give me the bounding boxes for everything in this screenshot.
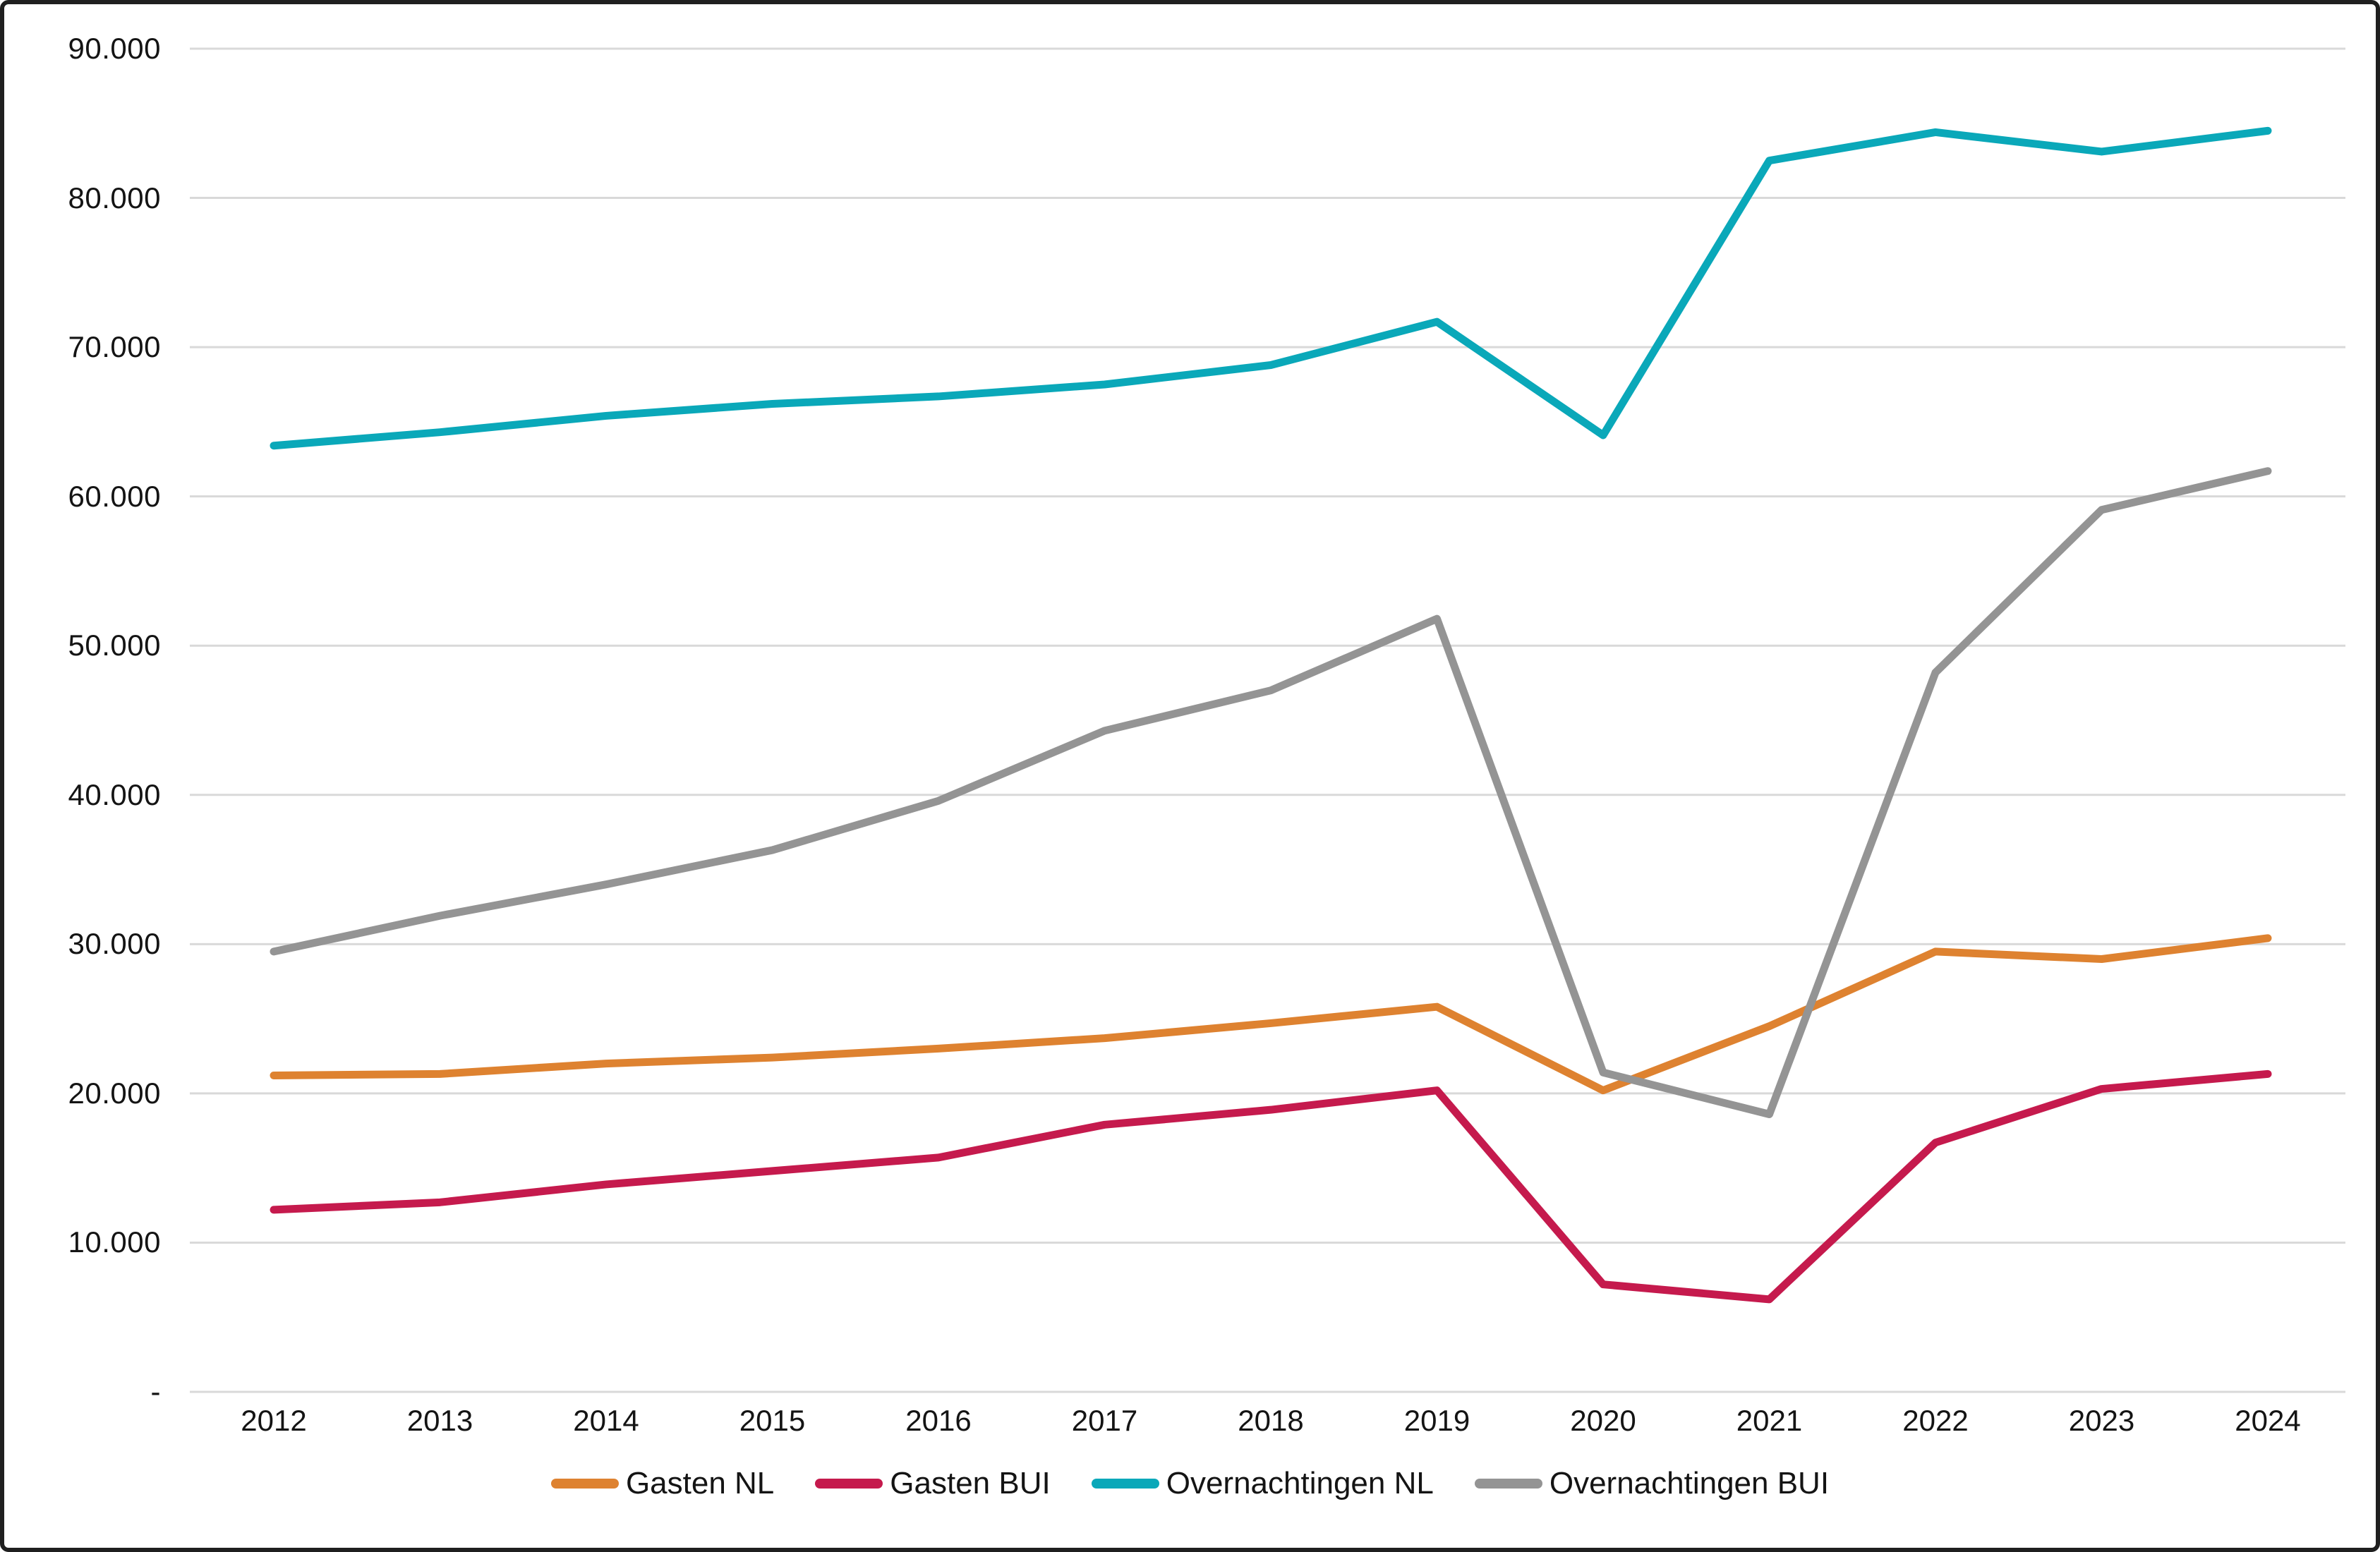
x-axis-label: 2022: [1902, 1404, 1969, 1437]
y-axis-label: -: [150, 1375, 161, 1408]
y-axis-label: 20.000: [68, 1076, 161, 1110]
series-line-overnachtingen-nl: [270, 126, 2272, 450]
x-axis-label: 2021: [1736, 1404, 1803, 1437]
x-axis-label: 2024: [2235, 1404, 2301, 1437]
x-axis-label: 2019: [1403, 1404, 1470, 1437]
x-axis-label: 2013: [406, 1404, 473, 1437]
y-axis-label: 40.000: [68, 777, 161, 811]
y-axis-label: 10.000: [68, 1225, 161, 1259]
line-chart-plot: [190, 47, 2345, 1393]
y-axis-label: 70.000: [68, 330, 161, 364]
x-axis-label: 2012: [241, 1404, 307, 1437]
y-axis-label: 30.000: [68, 927, 161, 961]
legend-label: Gasten BUI: [890, 1466, 1051, 1501]
x-axis-label: 2014: [573, 1404, 639, 1437]
legend-item-gasten-nl: Gasten NL: [550, 1466, 775, 1501]
y-axis-label: 90.000: [68, 32, 161, 65]
y-axis-label: 80.000: [68, 181, 161, 214]
legend-label: Overnachtingen BUI: [1549, 1466, 1830, 1501]
x-axis-label: 2018: [1238, 1404, 1304, 1437]
y-axis-label: 50.000: [68, 629, 161, 662]
legend-swatch-icon: [815, 1479, 883, 1489]
legend-label: Overnachtingen NL: [1166, 1466, 1434, 1501]
x-axis-label: 2016: [905, 1404, 972, 1437]
legend-item-overnachtingen-bui: Overnachtingen BUI: [1474, 1466, 1830, 1501]
legend-label: Gasten NL: [625, 1466, 775, 1501]
series-line-gasten-nl: [270, 934, 2272, 1095]
x-axis-label: 2015: [739, 1404, 806, 1437]
legend-swatch-icon: [550, 1479, 619, 1489]
chart-legend: Gasten NL Gasten BUI Overnachtingen NL Over…: [4, 1466, 2376, 1501]
x-axis-label: 2023: [2068, 1404, 2135, 1437]
x-axis-label: 2017: [1071, 1404, 1138, 1437]
series-line-gasten-bui: [270, 1069, 2272, 1304]
legend-swatch-icon: [1091, 1479, 1159, 1489]
x-axis-label: 2020: [1570, 1404, 1636, 1437]
legend-swatch-icon: [1474, 1479, 1542, 1489]
series-line-overnachtingen-bui: [270, 467, 2272, 1119]
legend-item-gasten-bui: Gasten BUI: [815, 1466, 1051, 1501]
y-axis-label: 60.000: [68, 479, 161, 513]
legend-item-overnachtingen-nl: Overnachtingen NL: [1091, 1466, 1434, 1501]
